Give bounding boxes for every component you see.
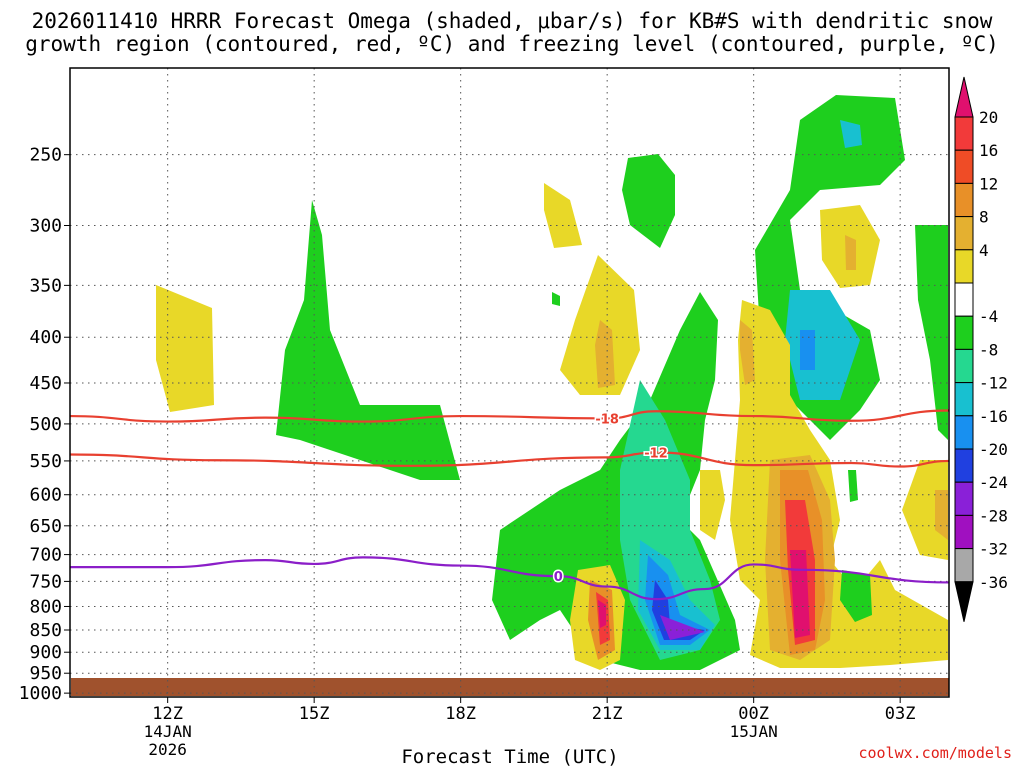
colorbar-band bbox=[954, 548, 974, 583]
colorbar-band bbox=[954, 382, 974, 417]
contour-line bbox=[69, 451, 950, 468]
colorbar-label: -36 bbox=[979, 573, 1008, 592]
colorbar-band bbox=[954, 315, 974, 350]
colorbar-label: -12 bbox=[979, 374, 1008, 393]
x-tick-sublabel: 14JAN bbox=[144, 722, 192, 741]
colorbar-label: 16 bbox=[979, 141, 998, 160]
y-tick-label: 600 bbox=[29, 485, 62, 506]
x-tick-sublabel: 2026 bbox=[148, 740, 187, 759]
contour-label: 0 bbox=[554, 570, 563, 585]
x-tick-label: 03Z bbox=[885, 704, 916, 724]
contour-label: -12 bbox=[644, 446, 668, 461]
x-tick-label: 18Z bbox=[445, 704, 476, 724]
y-tick-label: 750 bbox=[29, 571, 62, 592]
contour-line bbox=[69, 409, 950, 423]
chart-title-line-1: 2026011410 HRRR Forecast Omega (shaded, … bbox=[31, 9, 993, 33]
grid-lines bbox=[70, 68, 949, 697]
contour-line bbox=[69, 556, 950, 601]
colorbar-band bbox=[954, 249, 974, 284]
y-tick-label: 800 bbox=[29, 596, 62, 617]
colorbar-top-arrow bbox=[954, 76, 974, 118]
colorbar-label: 4 bbox=[979, 241, 989, 260]
credit-link[interactable]: coolwx.com/models bbox=[858, 744, 1012, 762]
x-tick-label: 15Z bbox=[299, 704, 330, 724]
y-tick-label: 400 bbox=[29, 327, 62, 348]
colorbar-band bbox=[954, 282, 974, 317]
colorbar-label: -8 bbox=[979, 340, 998, 359]
y-axis-ticks: 2503003504004505005506006507007508008509… bbox=[19, 145, 70, 704]
y-tick-label: 350 bbox=[29, 275, 62, 296]
y-tick-label: 500 bbox=[29, 414, 62, 435]
x-tick-label: 12Z bbox=[152, 704, 183, 724]
y-tick-label: 850 bbox=[29, 620, 62, 641]
colorbar-label: -4 bbox=[979, 307, 998, 326]
y-tick-label: 300 bbox=[29, 215, 62, 236]
colorbar-band bbox=[954, 216, 974, 251]
omega-shading bbox=[156, 95, 948, 670]
y-tick-label: 1000 bbox=[19, 683, 62, 704]
colorbar-band bbox=[954, 415, 974, 450]
contour-label: -18 bbox=[595, 412, 619, 427]
colorbar-label: 20 bbox=[979, 108, 998, 127]
y-tick-label: 550 bbox=[29, 451, 62, 472]
colorbar-label: -20 bbox=[979, 440, 1008, 459]
colorbar-band bbox=[954, 348, 974, 384]
colorbar-label: -16 bbox=[979, 407, 1008, 426]
colorbar-band bbox=[954, 448, 974, 483]
x-tick-sublabel: 15JAN bbox=[730, 722, 778, 741]
colorbar-label: 12 bbox=[979, 174, 998, 193]
colorbar-band bbox=[954, 514, 974, 550]
colorbar-band bbox=[954, 182, 974, 218]
colorbar-band bbox=[954, 116, 974, 151]
colorbar-band bbox=[954, 481, 974, 516]
colorbar-label: -24 bbox=[979, 473, 1008, 492]
colorbar: 20 16 12 8 4 -4 -8 -12 -16 -20 -24 -28 -32 -36 bbox=[954, 76, 1008, 622]
y-tick-label: 950 bbox=[29, 663, 62, 684]
colorbar-label: -32 bbox=[979, 540, 1008, 559]
colorbar-label: -28 bbox=[979, 506, 1008, 525]
x-tick-label: 00Z bbox=[738, 704, 769, 724]
colorbar-band bbox=[954, 149, 974, 184]
y-tick-label: 900 bbox=[29, 642, 62, 663]
terrain-surface bbox=[71, 678, 949, 696]
x-tick-label: 21Z bbox=[592, 704, 623, 724]
y-tick-label: 650 bbox=[29, 516, 62, 537]
chart-title-line-2: growth region (contoured, red, ºC) and f… bbox=[25, 32, 999, 56]
temperature-contours: -18 -12 0 bbox=[69, 409, 950, 601]
y-tick-label: 700 bbox=[29, 545, 62, 566]
y-tick-label: 450 bbox=[29, 373, 62, 394]
colorbar-bottom-arrow bbox=[954, 581, 974, 622]
y-tick-label: 250 bbox=[29, 145, 62, 166]
colorbar-label: 8 bbox=[979, 208, 989, 227]
